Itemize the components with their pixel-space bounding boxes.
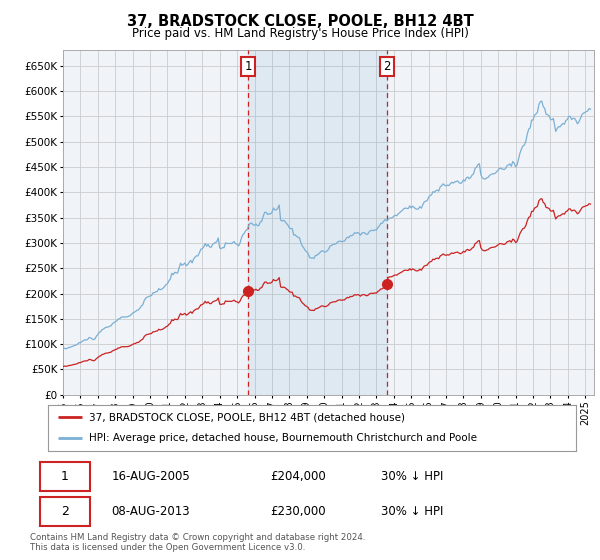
Text: 1: 1 xyxy=(61,470,69,483)
FancyBboxPatch shape xyxy=(40,497,90,526)
Bar xyxy=(248,50,387,395)
Text: 37, BRADSTOCK CLOSE, POOLE, BH12 4BT (detached house): 37, BRADSTOCK CLOSE, POOLE, BH12 4BT (de… xyxy=(89,412,405,422)
Text: 1: 1 xyxy=(244,60,252,73)
Text: 2: 2 xyxy=(61,505,69,519)
Text: 37, BRADSTOCK CLOSE, POOLE, BH12 4BT: 37, BRADSTOCK CLOSE, POOLE, BH12 4BT xyxy=(127,14,473,29)
Text: 30% ↓ HPI: 30% ↓ HPI xyxy=(380,470,443,483)
Text: This data is licensed under the Open Government Licence v3.0.: This data is licensed under the Open Gov… xyxy=(30,543,305,552)
Text: £230,000: £230,000 xyxy=(270,505,325,519)
Text: 08-AUG-2013: 08-AUG-2013 xyxy=(112,505,190,519)
Text: £204,000: £204,000 xyxy=(270,470,326,483)
Text: HPI: Average price, detached house, Bournemouth Christchurch and Poole: HPI: Average price, detached house, Bour… xyxy=(89,433,477,444)
FancyBboxPatch shape xyxy=(40,462,90,491)
Text: 2: 2 xyxy=(383,60,391,73)
Text: 30% ↓ HPI: 30% ↓ HPI xyxy=(380,505,443,519)
Text: 16-AUG-2005: 16-AUG-2005 xyxy=(112,470,190,483)
Text: Contains HM Land Registry data © Crown copyright and database right 2024.: Contains HM Land Registry data © Crown c… xyxy=(30,533,365,542)
Text: Price paid vs. HM Land Registry's House Price Index (HPI): Price paid vs. HM Land Registry's House … xyxy=(131,27,469,40)
